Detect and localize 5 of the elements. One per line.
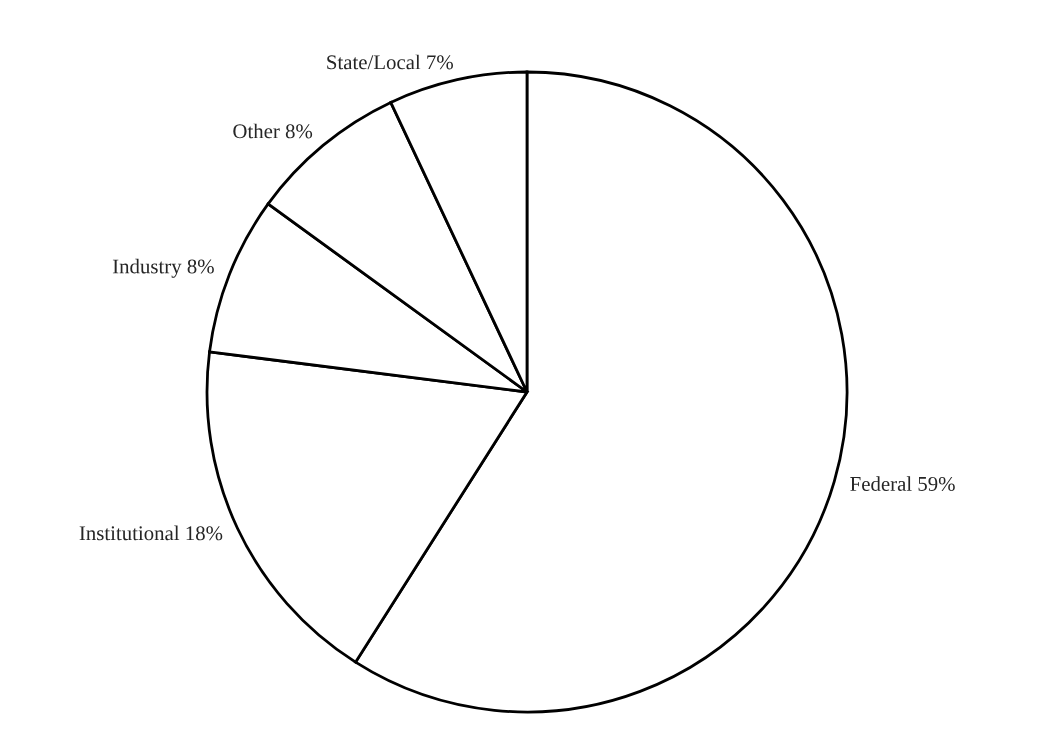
slice-label: State/Local 7% — [327, 54, 453, 70]
slice-label: Federal 59% — [850, 476, 955, 492]
slice-label: Institutional 18% — [79, 525, 223, 541]
slice-label: Other 8% — [233, 123, 313, 139]
slice-label: Industry 8% — [112, 258, 214, 278]
